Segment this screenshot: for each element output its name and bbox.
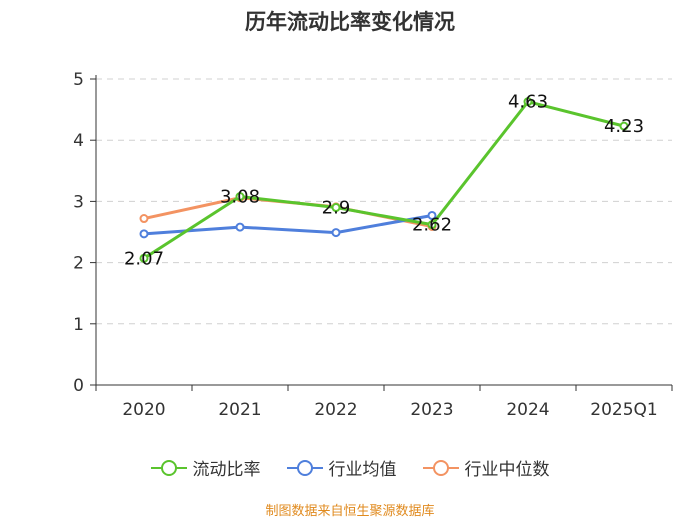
data-label: 2.9 bbox=[322, 198, 351, 219]
x-tick-label: 2020 bbox=[122, 400, 165, 420]
x-tick-label: 2022 bbox=[314, 400, 357, 420]
legend-label-industry-median: 行业中位数 bbox=[464, 460, 550, 480]
chart-legend: 流动比率 行业均值 行业中位数 bbox=[0, 455, 700, 480]
data-point-series-0 bbox=[427, 220, 437, 230]
series-line-0 bbox=[143, 100, 625, 260]
x-tick-label: 2024 bbox=[506, 400, 549, 420]
y-tick-label: 2 bbox=[73, 254, 84, 274]
legend-marker-current-ratio bbox=[150, 459, 187, 476]
data-label: 2.62 bbox=[412, 215, 452, 236]
data-point-series-1 bbox=[427, 210, 437, 220]
data-point-series-0 bbox=[331, 203, 341, 213]
y-tick-label: 3 bbox=[73, 192, 84, 212]
data-point-series-1 bbox=[235, 222, 245, 232]
y-tick-label: 5 bbox=[73, 70, 84, 90]
legend-label-industry-mean: 行业均值 bbox=[328, 460, 397, 480]
data-point-series-2 bbox=[139, 214, 149, 224]
legend-marker-industry-median bbox=[422, 459, 459, 476]
x-tick-label: 2023 bbox=[410, 400, 453, 420]
data-label: 4.63 bbox=[508, 92, 548, 113]
x-tick-label: 2025Q1 bbox=[590, 400, 657, 420]
chart-title: 历年流动比率变化情况 bbox=[245, 10, 455, 34]
data-label: 3.08 bbox=[220, 187, 260, 208]
data-source-note: 制图数据来自恒生聚源数据库 bbox=[265, 504, 435, 519]
legend-label-current-ratio: 流动比率 bbox=[192, 460, 261, 480]
y-tick-label: 4 bbox=[73, 131, 84, 151]
data-label: 4.23 bbox=[604, 116, 644, 137]
y-tick-label: 1 bbox=[73, 315, 84, 335]
data-point-series-1 bbox=[331, 228, 341, 238]
series-line-1 bbox=[143, 213, 433, 236]
data-label: 2.07 bbox=[124, 248, 164, 269]
legend-item-industry-mean[interactable]: 行业均值 bbox=[286, 455, 397, 480]
y-tick-label: 0 bbox=[73, 376, 84, 396]
data-point-series-0 bbox=[139, 253, 149, 263]
data-point-series-0 bbox=[235, 192, 245, 202]
legend-item-current-ratio[interactable]: 流动比率 bbox=[150, 455, 261, 480]
legend-marker-industry-mean bbox=[286, 459, 323, 476]
data-point-series-0 bbox=[619, 121, 629, 131]
data-point-series-0 bbox=[523, 97, 533, 107]
x-tick-label: 2021 bbox=[218, 400, 261, 420]
legend-item-industry-median[interactable]: 行业中位数 bbox=[422, 455, 550, 480]
data-point-series-1 bbox=[139, 229, 149, 239]
